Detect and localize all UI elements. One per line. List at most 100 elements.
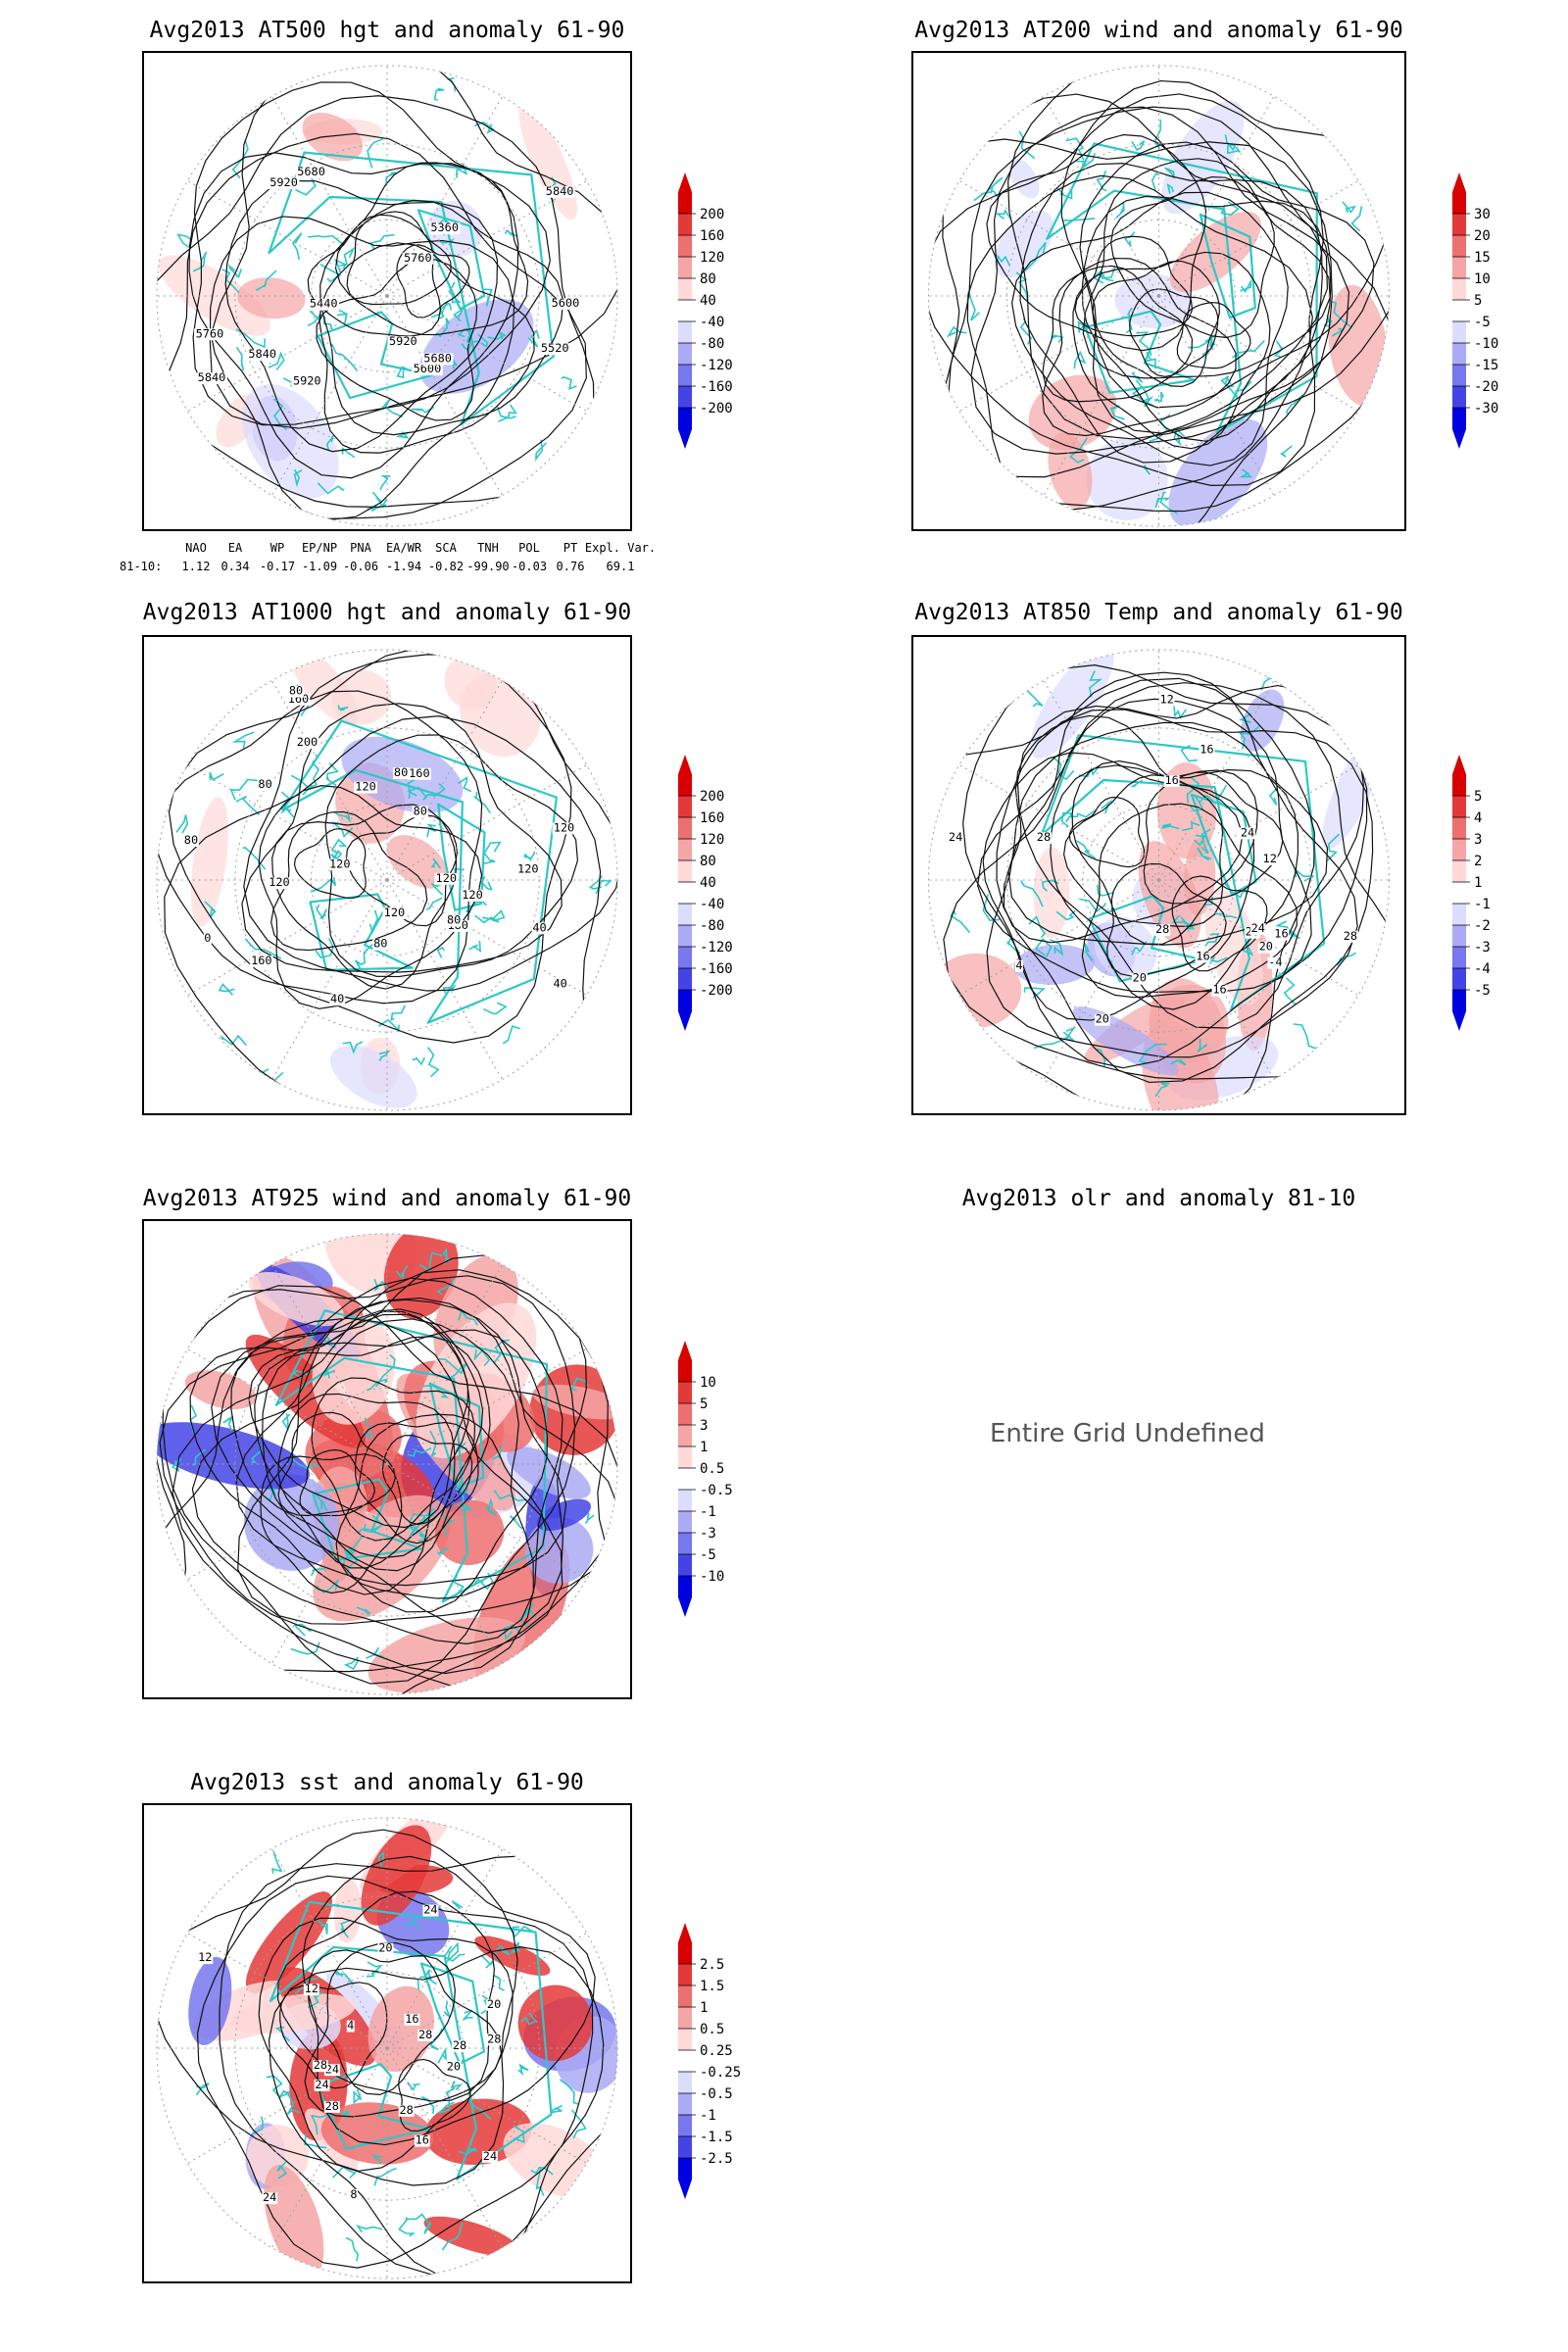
coastline-detail xyxy=(420,2095,435,2115)
latitude-circle xyxy=(156,1817,618,2279)
colorbar-svg: 5 4 3 2 1 -1 -2 -3 -4 -5 xyxy=(1452,755,1491,1031)
colorbar-segment xyxy=(1452,774,1466,796)
coastline-detail xyxy=(220,1034,247,1047)
colorbar-segment xyxy=(678,1403,692,1425)
anomaly-shading xyxy=(333,1879,363,1943)
contour-label: 24 xyxy=(315,2078,328,2091)
contour-label-bg xyxy=(346,2020,355,2033)
coastline-detail xyxy=(496,406,516,419)
coastline-detail xyxy=(436,946,445,958)
contour-label: 24 xyxy=(949,830,962,844)
contour-line xyxy=(268,1946,605,2279)
coastline-detail xyxy=(222,1415,234,1432)
contour-label-bg xyxy=(183,835,199,848)
coastline-detail xyxy=(276,2161,287,2180)
colorbar-segment xyxy=(678,321,692,343)
streamline xyxy=(237,1297,618,1625)
colorbar-segment xyxy=(1452,257,1466,278)
index-value: 0.76 xyxy=(557,560,585,573)
streamline xyxy=(189,1313,470,1595)
coastline-detail xyxy=(549,2104,563,2114)
streamline xyxy=(311,1377,476,1542)
index-value: 0.34 xyxy=(221,560,250,573)
anomaly-shading xyxy=(1322,734,1383,850)
streamline xyxy=(1092,260,1220,387)
coastline-detail xyxy=(377,1019,400,1032)
contour-line xyxy=(1106,862,1227,977)
contour-label-bg xyxy=(531,922,548,935)
anomaly-shading xyxy=(158,255,270,336)
coastline-detail xyxy=(1190,795,1204,812)
colorbar-segment xyxy=(678,2158,692,2180)
coastline-detail xyxy=(438,2101,455,2114)
coastline-detail xyxy=(407,1446,432,1457)
anomaly-shading xyxy=(507,1446,591,1499)
contour-label-bg xyxy=(1273,928,1290,941)
streamline xyxy=(970,106,1350,455)
contour-label: 5520 xyxy=(541,341,569,355)
anomaly-shading xyxy=(525,1517,594,1584)
coastline-detail xyxy=(1199,794,1216,805)
contour-label-bg xyxy=(1015,959,1023,972)
coastline-detail xyxy=(1131,140,1146,151)
colorbar-label: 1 xyxy=(1474,875,1482,891)
colorbar-label: 120 xyxy=(700,250,724,266)
index-header: Expl. Var. xyxy=(585,541,656,555)
coastline-detail xyxy=(371,2154,383,2164)
coastline-detail xyxy=(458,2147,478,2155)
coastline-detail xyxy=(482,858,496,865)
streamline xyxy=(159,1277,564,1675)
contour-label-bg xyxy=(308,298,340,311)
colorbar-top-arrow xyxy=(678,755,692,774)
colorbar-top-arrow xyxy=(678,1923,692,1942)
coastline-detail xyxy=(356,1606,371,1615)
colorbar-label: 80 xyxy=(700,854,716,869)
colorbar-segment xyxy=(1452,817,1466,839)
contour-label: 16 xyxy=(1274,927,1288,941)
colorbar-segment xyxy=(678,1490,692,1511)
coastline-detail xyxy=(1180,916,1198,930)
contour-label-bg xyxy=(404,2013,420,2026)
streamline xyxy=(191,1318,534,1644)
colorbar-label: -40 xyxy=(700,315,724,330)
coastline-detail xyxy=(1224,134,1237,152)
coastline xyxy=(1040,734,1326,1011)
colorbar-bottom-arrow xyxy=(678,1597,692,1617)
coastline-detail xyxy=(1285,394,1303,415)
contour-line xyxy=(192,81,551,426)
coastline-detail xyxy=(390,1004,407,1021)
coastline-detail xyxy=(278,2089,291,2098)
colorbar-svg: 10 5 3 1 0.5 -0.5 -1 -3 -5 -10 xyxy=(678,1341,733,1617)
coastline-detail xyxy=(1151,172,1160,192)
coastline-detail xyxy=(289,1456,319,1469)
coastline-detail xyxy=(325,434,334,451)
map-svg-p200 xyxy=(927,65,1391,527)
colorbar-p925: 10 5 3 1 0.5 -0.5 -1 -3 -5 -10 xyxy=(676,1341,764,1617)
coastline-detail xyxy=(368,909,379,934)
coastline xyxy=(269,1900,553,2180)
coastline-detail xyxy=(1200,828,1211,855)
anomaly-shading xyxy=(928,953,1022,1029)
coastline-detail xyxy=(1051,334,1064,343)
colorbar-segment xyxy=(678,1533,692,1554)
colorbar-label: 2 xyxy=(1474,854,1482,869)
colorbar-label: 160 xyxy=(700,810,724,826)
coastline-detail xyxy=(343,1656,360,1671)
contour-line xyxy=(316,258,478,421)
coastline-detail xyxy=(310,1568,326,1577)
coastline xyxy=(309,893,414,971)
coastline-detail xyxy=(482,1002,508,1015)
colorbar-segment xyxy=(678,2050,692,2072)
coastline-detail xyxy=(441,2222,464,2251)
coastline-detail xyxy=(395,1265,409,1281)
coastline-detail xyxy=(1197,1038,1208,1053)
coastline-detail xyxy=(229,778,259,801)
contour-label: 5840 xyxy=(546,184,574,198)
anomaly-shading xyxy=(416,1302,537,1458)
contour-label: 5760 xyxy=(196,326,224,340)
colorbar-p200: 30 20 15 10 5 -5 -10 -15 -20 -30 xyxy=(1450,172,1539,449)
index-value: -0.17 xyxy=(260,560,295,573)
indices-table: NAO EA WP EP/NP PNA EA/WR SCA TNH POL PT Expl. Var… xyxy=(120,541,656,573)
coastline-detail xyxy=(333,809,352,823)
colorbar-label: 5 xyxy=(700,1396,708,1412)
